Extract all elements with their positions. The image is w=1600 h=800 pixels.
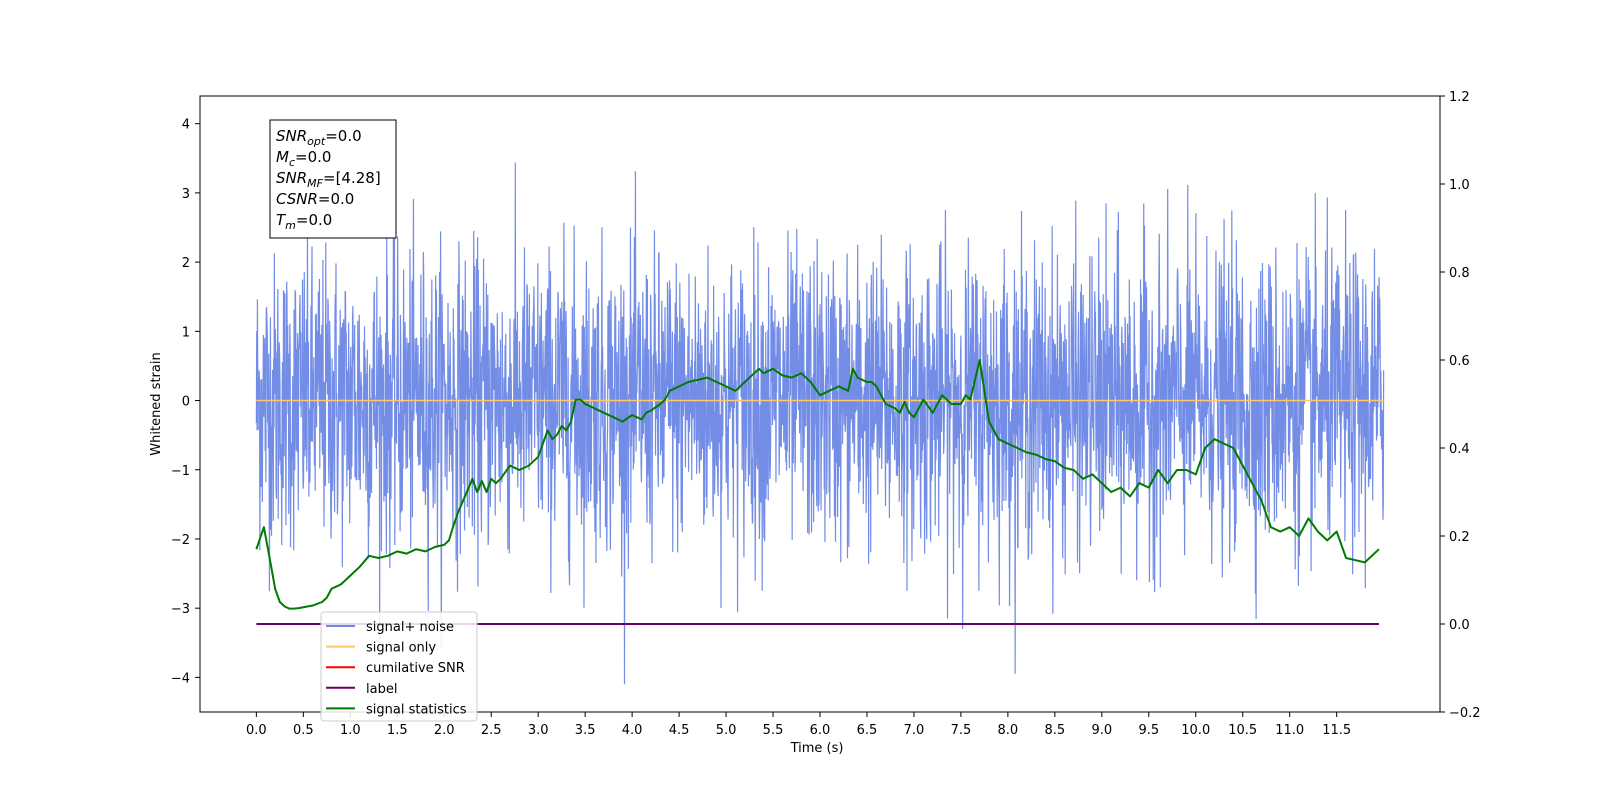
legend-label: signal only (366, 641, 436, 656)
y-axis-label: Whitened strain (149, 352, 164, 455)
y2-tick-label: 0.0 (1449, 618, 1470, 633)
signal-statistics-line (255, 359, 1380, 610)
stats-box-line: SNRMF=[4.28] (276, 169, 381, 190)
y-tick-label: −4 (171, 671, 190, 686)
x-tick-label: 5.5 (763, 723, 784, 738)
x-tick-label: 1.0 (340, 723, 361, 738)
y-tick-label: −3 (171, 602, 190, 617)
legend: signal+ noise signal only cumilative SNR la… (320, 611, 478, 722)
x-tick-label: 11.5 (1322, 723, 1351, 738)
x-tick-label: 1.5 (387, 723, 408, 738)
stats-box-line: CSNR=0.0 (276, 190, 354, 208)
x-tick-label: 0.5 (293, 723, 314, 738)
x-tick-label: 4.5 (669, 723, 690, 738)
legend-label: label (366, 682, 397, 697)
y-axis-left: −4 −3 −2 −1 0 1 2 3 4 (171, 118, 200, 686)
signal-noise-line (255, 162, 1385, 685)
x-tick-label: 2.5 (481, 723, 502, 738)
y-tick-label: 3 (182, 187, 190, 202)
y-tick-label: −1 (171, 464, 190, 479)
y2-tick-label: 1.0 (1449, 178, 1470, 193)
y-axis-right: −0.2 0.0 0.2 0.4 0.6 0.8 1.0 1.2 (1440, 90, 1481, 721)
y2-tick-label: 1.2 (1449, 90, 1470, 105)
y2-tick-label: 0.8 (1449, 266, 1470, 281)
y-tick-label: 2 (182, 256, 190, 271)
y2-tick-label: 0.4 (1449, 442, 1470, 457)
x-tick-label: 6.0 (810, 723, 831, 738)
x-tick-label: 5.0 (716, 723, 737, 738)
x-tick-label: 10.5 (1228, 723, 1257, 738)
y-tick-label: 4 (182, 118, 190, 133)
y-tick-label: 1 (182, 325, 190, 340)
x-tick-label: 8.0 (998, 723, 1019, 738)
x-tick-label: 3.0 (528, 723, 549, 738)
stats-box-line: SNRopt=0.0 (276, 127, 362, 148)
y2-tick-label: −0.2 (1449, 706, 1481, 721)
signal-statistics-series (255, 359, 1380, 610)
legend-frame (320, 611, 478, 722)
y-tick-label: −2 (171, 533, 190, 548)
y2-tick-label: 0.2 (1449, 530, 1470, 545)
x-tick-label: 6.5 (857, 723, 878, 738)
x-tick-label: 4.0 (622, 723, 643, 738)
x-axis: 0.0 0.5 1.0 1.5 2.0 2.5 3.0 3.5 4.0 4.5 5.0 5.5 6.0 6… (246, 712, 1351, 738)
x-tick-label: 11.0 (1275, 723, 1304, 738)
x-tick-label: 9.0 (1091, 723, 1112, 738)
x-tick-label: 10.0 (1181, 723, 1210, 738)
plot-area (199, 95, 1441, 713)
x-tick-label: 0.0 (246, 723, 267, 738)
x-axis-label: Time (s) (790, 741, 844, 756)
legend-label: cumilative SNR (366, 661, 465, 676)
y-tick-label: 0 (182, 395, 190, 410)
signal-noise-series (255, 162, 1385, 685)
x-tick-label: 7.0 (904, 723, 925, 738)
x-tick-label: 3.5 (575, 723, 596, 738)
stats-box-frame (269, 119, 397, 239)
x-tick-label: 2.0 (434, 723, 455, 738)
x-tick-label: 8.5 (1045, 723, 1066, 738)
y2-tick-label: 0.6 (1449, 354, 1470, 369)
x-tick-label: 7.5 (951, 723, 972, 738)
x-tick-label: 9.5 (1138, 723, 1159, 738)
stats-box-line: Tm=0.0 (276, 211, 332, 232)
legend-label: signal+ noise (366, 620, 454, 635)
legend-label: signal statistics (366, 702, 467, 717)
stats-box-line: Mc=0.0 (276, 148, 331, 169)
